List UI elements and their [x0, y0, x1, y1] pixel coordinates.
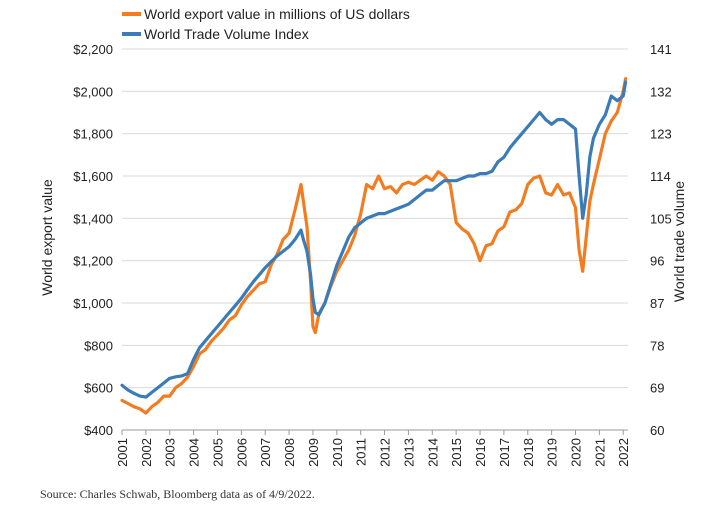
right-axis-title: World trade volume: [671, 181, 687, 302]
x-tick-label: 2013: [401, 438, 416, 467]
legend-item-volume: World Trade Volume Index: [122, 26, 309, 42]
x-tick-label: 2006: [234, 438, 249, 467]
left-tick-label: $800: [84, 338, 113, 353]
source-note: Source: Charles Schwab, Bloomberg data a…: [40, 487, 315, 501]
x-tick-label: 2021: [592, 438, 607, 467]
right-tick-label: 87: [650, 296, 664, 311]
left-tick-label: $1,400: [73, 211, 113, 226]
legend: World export value in millions of US dol…: [122, 6, 410, 42]
right-axis-ticks: 60 69 78 87 96 105 114 123 132 141: [650, 42, 672, 438]
x-tick-label: 2011: [354, 438, 369, 466]
right-tick-label: 132: [650, 84, 672, 99]
x-tick-label: 2022: [616, 438, 631, 467]
right-tick-label: 105: [650, 211, 672, 226]
legend-label-export: World export value in millions of US dol…: [144, 6, 410, 22]
x-tick-label: 2002: [139, 438, 154, 467]
x-tick-label: 2009: [306, 438, 321, 467]
series-line-export-value: [120, 76, 628, 415]
right-tick-label: 114: [650, 169, 671, 184]
x-tick-label: 2014: [425, 438, 440, 467]
right-tick-label: 141: [650, 42, 672, 57]
left-tick-label: $2,000: [73, 84, 113, 99]
gridlines: [122, 48, 628, 389]
x-tick-label: 2007: [258, 438, 273, 467]
left-tick-label: $600: [84, 381, 113, 396]
right-tick-label: 96: [650, 254, 664, 269]
x-tick-label: 2008: [282, 438, 297, 467]
x-tick-label: 2019: [545, 438, 560, 467]
right-tick-label: 123: [650, 127, 672, 142]
x-axis-ticks: 2001 2002 2003 2004 2005 2006 2007 2008 2009 2010…: [115, 430, 631, 467]
left-tick-label: $1,600: [73, 169, 113, 184]
x-tick-label: 2015: [449, 438, 464, 467]
x-tick-label: 2012: [378, 438, 393, 467]
right-tick-label: 78: [650, 338, 664, 353]
x-tick-label: 2004: [187, 438, 202, 467]
x-tick-label: 2017: [497, 438, 512, 467]
x-tick-label: 2016: [473, 438, 488, 467]
legend-item-export: World export value in millions of US dol…: [122, 6, 410, 22]
legend-label-volume: World Trade Volume Index: [144, 26, 309, 42]
left-tick-label: $1,800: [73, 127, 113, 142]
x-tick-label: 2020: [568, 438, 583, 467]
left-tick-label: $1,000: [73, 296, 113, 311]
right-tick-label: 69: [650, 381, 664, 396]
x-tick-label: 2010: [330, 438, 345, 467]
series-line-trade-volume: [120, 80, 628, 399]
left-tick-label: $2,200: [73, 42, 113, 57]
x-tick-label: 2003: [163, 438, 178, 467]
x-tick-label: 2018: [521, 438, 536, 467]
left-axis-title: World export value: [39, 179, 55, 296]
x-tick-label: 2005: [210, 438, 225, 467]
series: [120, 76, 628, 415]
left-axis-ticks: $400 $600 $800 $1,000 $1,200 $1,400 $1,600 $1,8…: [73, 42, 113, 438]
left-tick-label: $400: [84, 423, 113, 438]
left-tick-label: $1,200: [73, 254, 113, 269]
x-tick-label: 2001: [115, 438, 130, 467]
right-tick-label: 60: [650, 423, 664, 438]
